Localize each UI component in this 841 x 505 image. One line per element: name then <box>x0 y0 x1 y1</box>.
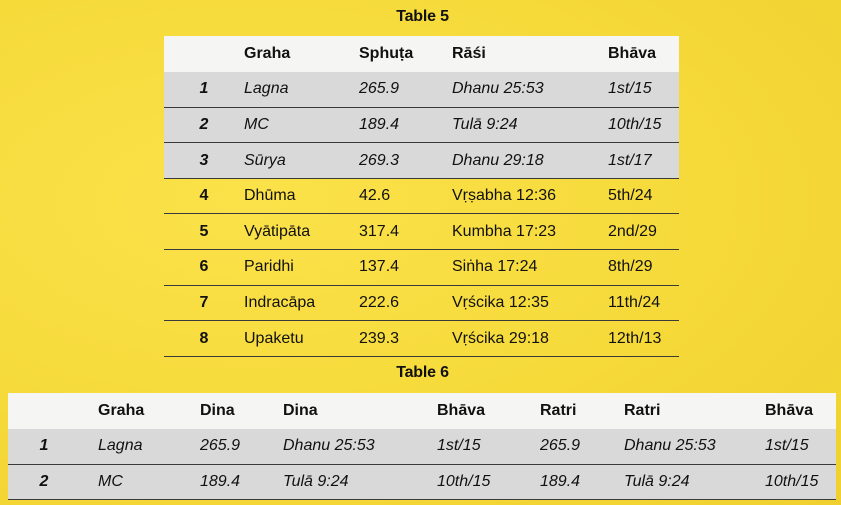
row-number: 4 <box>164 178 244 215</box>
table-row: 5 Vyātipāta 317.4 Kumbha 17:23 2nd/29 <box>164 213 679 251</box>
header-bhava: Bhāva <box>608 44 657 62</box>
cell-sphuta: 265.9 <box>359 71 452 108</box>
table-6: Graha Dina Dina Bhāva Ratri Ratri Bhāva … <box>8 393 836 500</box>
cell-rasi: Vṛścika 29:18 <box>452 320 608 357</box>
cell-graha: Lagna <box>244 71 359 108</box>
cell-sphuta: 239.3 <box>359 320 452 357</box>
table-5-header-row: Graha Sphuṭa Rāśi Bhāva <box>164 36 679 72</box>
cell-graha: MC <box>98 464 200 500</box>
row-number: 6 <box>164 249 244 286</box>
cell-bhava: 1st/17 <box>608 142 679 179</box>
row-number: 7 <box>164 285 244 322</box>
row-number: 2 <box>8 464 98 500</box>
cell-ratri-bhava: 1st/15 <box>765 428 836 465</box>
row-number: 3 <box>164 142 244 179</box>
cell-dina-sphuta: 265.9 <box>200 428 283 465</box>
cell-graha: MC <box>244 107 359 144</box>
header-index <box>8 393 98 429</box>
cell-bhava: 12th/13 <box>608 320 679 357</box>
row-number: 5 <box>164 213 244 251</box>
header-graha: Graha <box>98 401 145 419</box>
table-row: 8 Upaketu 239.3 Vṛścika 29:18 12th/13 <box>164 320 679 357</box>
header-bhava-ratri: Bhāva <box>765 401 814 419</box>
table-row: 6 Paridhi 137.4 Siṅha 17:24 8th/29 <box>164 249 679 286</box>
header-index <box>164 36 244 72</box>
table-row: 7 Indracāpa 222.6 Vṛścika 12:35 11th/24 <box>164 285 679 322</box>
cell-sphuta: 137.4 <box>359 249 452 286</box>
cell-ratri-rasi: Dhanu 25:53 <box>624 428 765 465</box>
table-row: 2 MC 189.4 Tulā 9:24 10th/15 189.4 Tulā … <box>8 464 836 500</box>
cell-sphuta: 189.4 <box>359 107 452 144</box>
cell-dina-rasi: Tulā 9:24 <box>283 464 437 500</box>
table-5-title: Table 5 <box>396 8 449 25</box>
cell-bhava: 5th/24 <box>608 178 679 215</box>
cell-bhava: 2nd/29 <box>608 213 679 251</box>
cell-ratri-sphuta: 189.4 <box>540 464 624 500</box>
cell-bhava: 11th/24 <box>608 285 679 322</box>
cell-bhava: 8th/29 <box>608 249 679 286</box>
cell-bhava: 1st/15 <box>608 71 679 108</box>
header-ratri: Ratri <box>540 401 577 419</box>
cell-graha: Sūrya <box>244 142 359 179</box>
cell-rasi: Tulā 9:24 <box>452 107 608 144</box>
cell-rasi: Siṅha 17:24 <box>452 249 608 286</box>
header-ratri-rasi: Ratri <box>624 401 661 419</box>
cell-graha: Dhūma <box>244 178 359 215</box>
header-sphuta: Sphuṭa <box>359 44 414 62</box>
cell-rasi: Vṛṣabha 12:36 <box>452 178 608 215</box>
cell-graha: Paridhi <box>244 249 359 286</box>
table-5: Graha Sphuṭa Rāśi Bhāva 1 Lagna 265.9 Dh… <box>164 36 679 357</box>
cell-graha: Upaketu <box>244 320 359 357</box>
cell-dina-bhava: 1st/15 <box>437 428 540 465</box>
cell-dina-sphuta: 189.4 <box>200 464 283 500</box>
cell-dina-rasi: Dhanu 25:53 <box>283 428 437 465</box>
cell-sphuta: 222.6 <box>359 285 452 322</box>
cell-ratri-sphuta: 265.9 <box>540 428 624 465</box>
cell-sphuta: 269.3 <box>359 142 452 179</box>
row-number: 1 <box>164 71 244 108</box>
cell-sphuta: 42.6 <box>359 178 452 215</box>
cell-graha: Indracāpa <box>244 285 359 322</box>
header-dina-rasi: Dina <box>283 401 318 419</box>
row-number: 1 <box>8 428 98 465</box>
cell-bhava: 10th/15 <box>608 107 679 144</box>
header-bhava: Bhāva <box>437 401 486 419</box>
table-row: 2 MC 189.4 Tulā 9:24 10th/15 <box>164 107 679 144</box>
cell-rasi: Kumbha 17:23 <box>452 213 608 251</box>
cell-rasi: Dhanu 25:53 <box>452 71 608 108</box>
cell-dina-bhava: 10th/15 <box>437 464 540 500</box>
cell-rasi: Dhanu 29:18 <box>452 142 608 179</box>
header-graha: Graha <box>244 44 291 62</box>
cell-graha: Vyātipāta <box>244 213 359 251</box>
cell-ratri-bhava: 10th/15 <box>765 464 836 500</box>
cell-rasi: Vṛścika 12:35 <box>452 285 608 322</box>
row-number: 8 <box>164 320 244 357</box>
table-row: 4 Dhūma 42.6 Vṛṣabha 12:36 5th/24 <box>164 178 679 215</box>
cell-graha: Lagna <box>98 428 200 465</box>
table-row: 1 Lagna 265.9 Dhanu 25:53 1st/15 265.9 D… <box>8 428 836 465</box>
row-number: 2 <box>164 107 244 144</box>
table-row: 1 Lagna 265.9 Dhanu 25:53 1st/15 <box>164 71 679 108</box>
header-rasi: Rāśi <box>452 44 486 62</box>
table-6-title: Table 6 <box>396 364 449 381</box>
table-row: 3 Sūrya 269.3 Dhanu 29:18 1st/17 <box>164 142 679 179</box>
cell-ratri-rasi: Tulā 9:24 <box>624 464 765 500</box>
table-6-header-row: Graha Dina Dina Bhāva Ratri Ratri Bhāva <box>8 393 836 429</box>
header-dina: Dina <box>200 401 235 419</box>
cell-sphuta: 317.4 <box>359 213 452 251</box>
